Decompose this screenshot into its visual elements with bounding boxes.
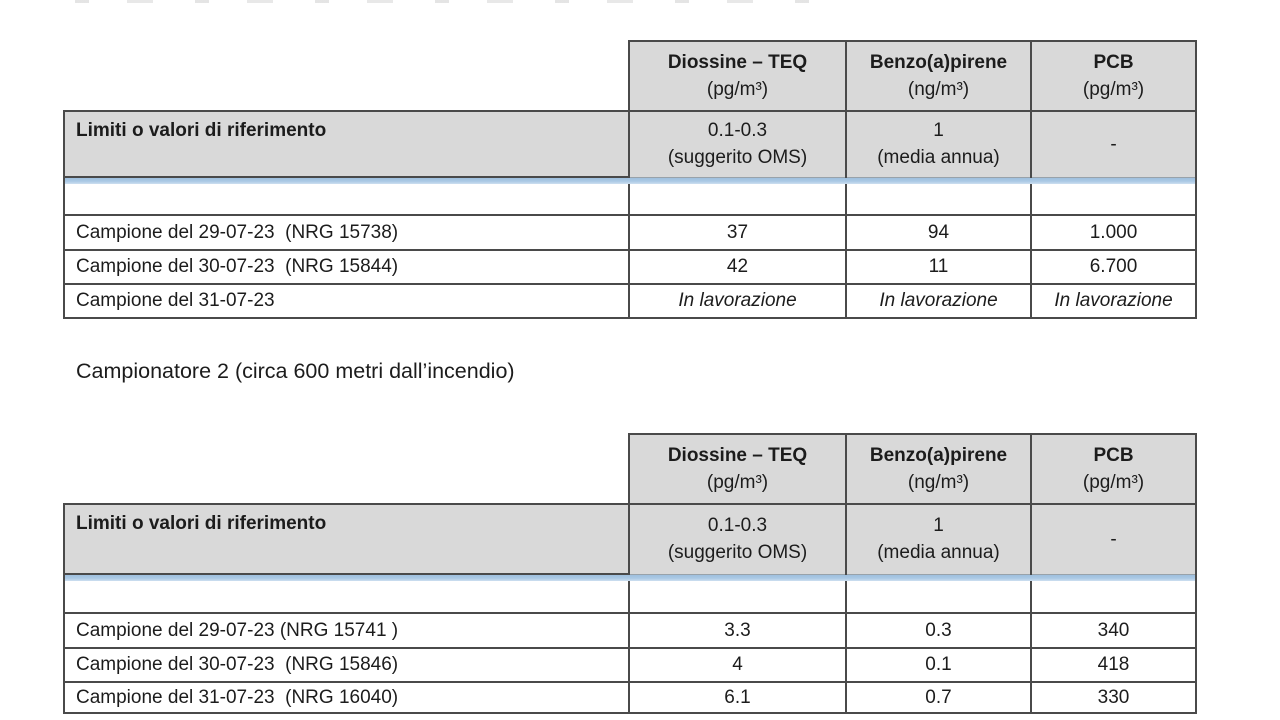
sample-value-pcb: 330 [1030, 681, 1197, 714]
reference-limits-label: Limiti o valori di riferimento [76, 513, 327, 534]
sample-label: Campione del 31-07-23 [76, 290, 275, 311]
column-header-diossine: Diossine – TEQ (pg/m³) [628, 40, 847, 112]
column-header-unit: (ng/m³) [907, 79, 970, 100]
reference-limits-row: Limiti o valori di riferimento 0.1-0.3 (… [63, 503, 1197, 575]
sample-value-pcb: 340 [1030, 612, 1197, 649]
spacer-cell [1030, 184, 1197, 216]
header-empty-cell [64, 41, 629, 111]
table-row: Diossine – TEQ (pg/m³) Benzo(a)pirene (n… [64, 433, 1197, 505]
reference-limit-diossine: 0.1-0.3 (suggerito OMS) [628, 503, 847, 574]
reference-limit-note: (suggerito OMS) [667, 147, 808, 169]
reference-limit-note: (suggerito OMS) [667, 542, 808, 564]
sample-value-benzoapirene: 0.3 [845, 612, 1032, 649]
table-row: Campione del 30-07-23 (NRG 15844) 42 11 … [63, 249, 1197, 285]
sample-value-benzoapirene: In lavorazione [845, 283, 1032, 319]
reference-limit-value: 1 [933, 515, 944, 537]
reference-limit-diossine: 0.1-0.3 (suggerito OMS) [628, 110, 847, 177]
column-header-label: Benzo(a)pirene [869, 445, 1008, 466]
sample-value-benzoapirene: 11 [845, 249, 1032, 285]
spacer-cell [1030, 581, 1197, 614]
reference-limit-note: (media annua) [877, 147, 1000, 169]
column-header-pcb: PCB (pg/m³) [1030, 40, 1197, 112]
reference-limit-value: - [1110, 133, 1117, 155]
header-empty-cell [64, 434, 629, 504]
spacer-cell [628, 581, 847, 614]
column-header-unit: (pg/m³) [706, 472, 769, 493]
sample-label: Campione del 30-07-23 (NRG 15844) [76, 256, 399, 277]
sample-value-benzoapirene: 0.7 [845, 681, 1032, 714]
sample-label: Campione del 29-07-23 (NRG 15738) [76, 221, 399, 243]
column-header-unit: (pg/m³) [1082, 79, 1145, 100]
sample-label-cell: Campione del 29-07-23 (NRG 15738) [63, 214, 630, 251]
blue-divider-bar [63, 573, 1197, 581]
blue-divider-bar [63, 176, 1197, 184]
sample-label-cell: Campione del 29-07-23 (NRG 15741 ) [63, 612, 630, 649]
reference-limit-benzoapirene: 1 (media annua) [845, 503, 1032, 574]
spacer-cell [63, 184, 630, 216]
reference-limit-value: 1 [933, 120, 944, 142]
sample-value-diossine: 42 [628, 249, 847, 285]
section-title-campionatore-2: Campionatore 2 (circa 600 metri dall’inc… [76, 359, 515, 383]
column-header-label: Diossine – TEQ [667, 445, 808, 466]
reference-limit-pcb: - [1030, 110, 1197, 177]
sample-label-cell: Campione del 30-07-23 (NRG 15844) [63, 249, 630, 285]
table-row: Campione del 31-07-23 (NRG 16040) 6.1 0.… [63, 681, 1197, 714]
sample-value-benzoapirene: 0.1 [845, 647, 1032, 683]
column-header-unit: (pg/m³) [1082, 472, 1145, 493]
sample-label: Campione del 29-07-23 (NRG 15741 ) [76, 619, 399, 641]
table-row: Campione del 29-07-23 (NRG 15738) 37 94 … [63, 214, 1197, 251]
sample-value-diossine: 6.1 [628, 681, 847, 714]
sample-value-benzoapirene: 94 [845, 214, 1032, 251]
reference-limits-label: Limiti o valori di riferimento [76, 120, 327, 141]
column-header-unit: (pg/m³) [706, 79, 769, 100]
sample-label-cell: Campione del 31-07-23 [63, 283, 630, 319]
column-header-label: Diossine – TEQ [667, 52, 808, 73]
reference-limit-pcb: - [1030, 503, 1197, 574]
sample-label: Campione del 31-07-23 (NRG 16040) [76, 686, 399, 708]
blue-divider-row [63, 573, 1197, 581]
sample-value-pcb: 418 [1030, 647, 1197, 683]
reference-limit-value: 0.1-0.3 [707, 120, 768, 142]
reference-limit-value: - [1110, 528, 1117, 550]
column-header-benzoapirene: Benzo(a)pirene (ng/m³) [845, 433, 1032, 505]
sample-value-pcb: 1.000 [1030, 214, 1197, 251]
sample-value-diossine: 37 [628, 214, 847, 251]
table-campionatore-1: Diossine – TEQ (pg/m³) Benzo(a)pirene (n… [63, 40, 1197, 319]
spacer-cell [63, 581, 630, 614]
column-header-label: PCB [1093, 52, 1134, 73]
sample-label: Campione del 30-07-23 (NRG 15846) [76, 654, 399, 675]
column-header-label: Benzo(a)pirene [869, 52, 1008, 73]
column-header-unit: (ng/m³) [907, 472, 970, 493]
table-row: Campione del 29-07-23 (NRG 15741 ) 3.3 0… [63, 612, 1197, 649]
reference-limits-label-cell: Limiti o valori di riferimento [63, 503, 630, 575]
table-row: Campione del 31-07-23 In lavorazione In … [63, 283, 1197, 319]
reference-limit-note: (media annua) [877, 542, 1000, 564]
reference-limit-value: 0.1-0.3 [707, 515, 768, 537]
sample-label-cell: Campione del 30-07-23 (NRG 15846) [63, 647, 630, 683]
sample-value-diossine: In lavorazione [628, 283, 847, 319]
reference-limit-benzoapirene: 1 (media annua) [845, 110, 1032, 177]
table-row: Diossine – TEQ (pg/m³) Benzo(a)pirene (n… [64, 40, 1197, 112]
spacer-row [63, 184, 1197, 216]
blue-divider-row [63, 176, 1197, 184]
table-campionatore-2: Diossine – TEQ (pg/m³) Benzo(a)pirene (n… [63, 433, 1197, 714]
spacer-cell [628, 184, 847, 216]
column-header-benzoapirene: Benzo(a)pirene (ng/m³) [845, 40, 1032, 112]
cropped-text-remnant [75, 0, 845, 3]
sample-value-diossine: 3.3 [628, 612, 847, 649]
sample-value-pcb: In lavorazione [1030, 283, 1197, 319]
column-header-label: PCB [1093, 445, 1134, 466]
spacer-cell [845, 581, 1032, 614]
column-header-pcb: PCB (pg/m³) [1030, 433, 1197, 505]
reference-limits-row: Limiti o valori di riferimento 0.1-0.3 (… [63, 110, 1197, 178]
spacer-row [63, 581, 1197, 614]
table-row: Campione del 30-07-23 (NRG 15846) 4 0.1 … [63, 647, 1197, 683]
sample-value-diossine: 4 [628, 647, 847, 683]
sample-value-pcb: 6.700 [1030, 249, 1197, 285]
column-header-diossine: Diossine – TEQ (pg/m³) [628, 433, 847, 505]
reference-limits-label-cell: Limiti o valori di riferimento [63, 110, 630, 178]
sample-label-cell: Campione del 31-07-23 (NRG 16040) [63, 681, 630, 714]
spacer-cell [845, 184, 1032, 216]
